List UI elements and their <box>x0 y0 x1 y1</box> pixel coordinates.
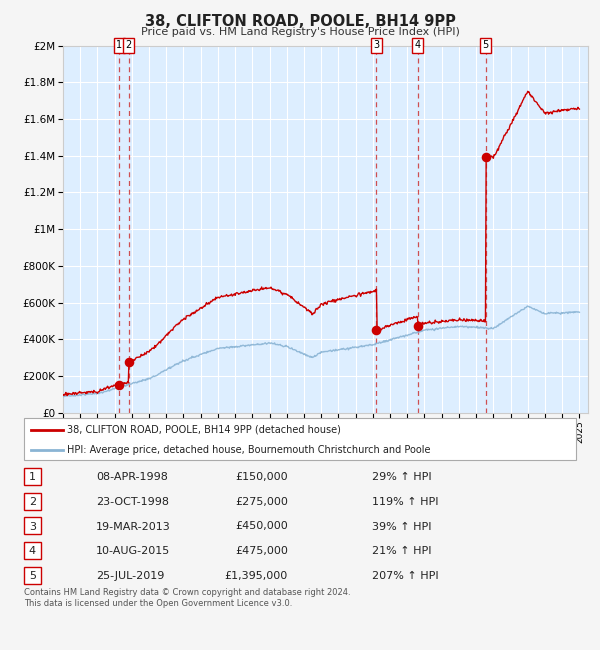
Text: £475,000: £475,000 <box>235 546 288 556</box>
Text: HPI: Average price, detached house, Bournemouth Christchurch and Poole: HPI: Average price, detached house, Bour… <box>67 445 431 454</box>
Text: 1: 1 <box>29 472 36 482</box>
Text: 25-JUL-2019: 25-JUL-2019 <box>96 571 164 581</box>
Text: 4: 4 <box>415 40 421 51</box>
Point <box>413 320 422 331</box>
Text: 19-MAR-2013: 19-MAR-2013 <box>96 521 171 532</box>
Text: 2: 2 <box>29 497 36 507</box>
Text: 4: 4 <box>29 546 36 556</box>
Text: 3: 3 <box>29 521 36 532</box>
Text: 38, CLIFTON ROAD, POOLE, BH14 9PP: 38, CLIFTON ROAD, POOLE, BH14 9PP <box>145 14 455 29</box>
Text: £150,000: £150,000 <box>235 472 288 482</box>
Text: £1,395,000: £1,395,000 <box>225 571 288 581</box>
Text: 39% ↑ HPI: 39% ↑ HPI <box>372 521 431 532</box>
Point <box>124 357 133 367</box>
Text: 38, CLIFTON ROAD, POOLE, BH14 9PP (detached house): 38, CLIFTON ROAD, POOLE, BH14 9PP (detac… <box>67 425 341 435</box>
Text: 5: 5 <box>29 571 36 581</box>
Text: 10-AUG-2015: 10-AUG-2015 <box>96 546 170 556</box>
Text: 3: 3 <box>373 40 380 51</box>
Text: 119% ↑ HPI: 119% ↑ HPI <box>372 497 439 507</box>
Text: 08-APR-1998: 08-APR-1998 <box>96 472 168 482</box>
Text: 5: 5 <box>482 40 489 51</box>
Text: 1: 1 <box>116 40 122 51</box>
Text: 21% ↑ HPI: 21% ↑ HPI <box>372 546 431 556</box>
Text: 29% ↑ HPI: 29% ↑ HPI <box>372 472 431 482</box>
Point <box>481 151 491 162</box>
Point <box>371 325 381 335</box>
Text: £450,000: £450,000 <box>235 521 288 532</box>
Point <box>115 380 124 391</box>
Text: £275,000: £275,000 <box>235 497 288 507</box>
Text: Contains HM Land Registry data © Crown copyright and database right 2024.
This d: Contains HM Land Registry data © Crown c… <box>24 588 350 608</box>
Text: 2: 2 <box>125 40 132 51</box>
Text: 23-OCT-1998: 23-OCT-1998 <box>96 497 169 507</box>
Text: 207% ↑ HPI: 207% ↑ HPI <box>372 571 439 581</box>
Text: Price paid vs. HM Land Registry's House Price Index (HPI): Price paid vs. HM Land Registry's House … <box>140 27 460 37</box>
